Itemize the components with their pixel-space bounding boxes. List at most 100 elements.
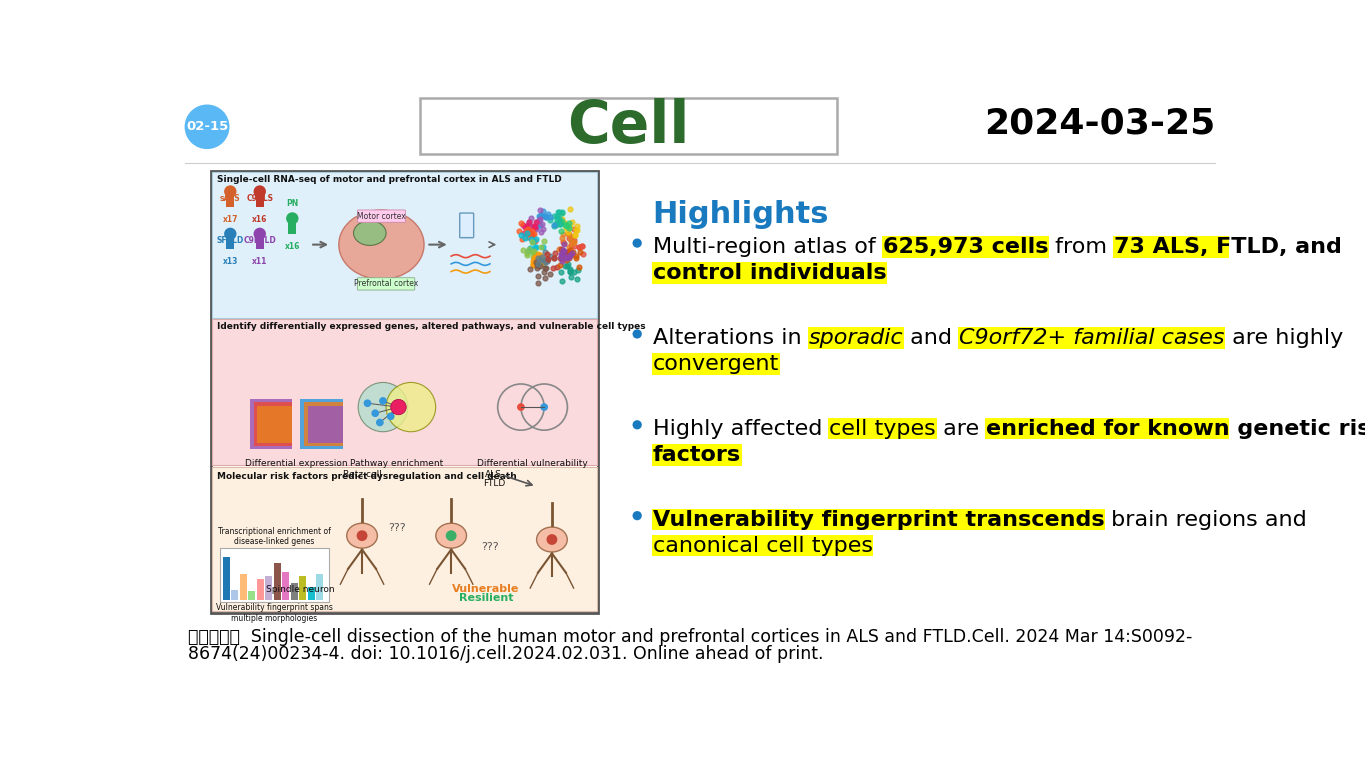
Point (558, 227, 580, 240)
Text: x13: x13 (222, 257, 238, 266)
Point (543, 252, 565, 264)
Point (524, 242, 546, 254)
Point (527, 259, 549, 271)
Point (557, 227, 579, 239)
Point (526, 216, 547, 228)
Point (526, 220, 547, 233)
Text: and: and (904, 328, 960, 348)
Point (558, 241, 580, 253)
Point (535, 262, 557, 274)
Point (551, 206, 573, 218)
Point (520, 227, 542, 240)
Text: Highlights: Highlights (652, 200, 829, 229)
Circle shape (363, 399, 371, 407)
Point (545, 217, 566, 229)
Circle shape (188, 108, 227, 146)
Point (527, 277, 549, 290)
Point (543, 252, 565, 264)
Point (565, 224, 587, 237)
Circle shape (199, 118, 216, 135)
Point (546, 261, 568, 273)
Point (557, 258, 579, 270)
Circle shape (379, 397, 386, 405)
Point (512, 218, 534, 230)
FancyBboxPatch shape (1114, 236, 1343, 258)
Point (520, 229, 542, 241)
Point (565, 250, 587, 262)
Point (539, 214, 561, 226)
Point (568, 240, 590, 253)
Circle shape (517, 403, 524, 411)
FancyBboxPatch shape (240, 574, 247, 600)
Point (550, 216, 572, 228)
Text: x16: x16 (285, 242, 300, 250)
Point (521, 236, 543, 248)
Text: factors: factors (652, 445, 741, 465)
FancyBboxPatch shape (258, 406, 292, 443)
Point (515, 220, 536, 233)
Point (561, 247, 583, 259)
FancyBboxPatch shape (307, 406, 343, 443)
Text: brain regions and: brain regions and (1104, 509, 1308, 529)
Point (527, 258, 549, 270)
Text: Differential vulnerability: Differential vulnerability (478, 458, 588, 468)
Circle shape (186, 106, 228, 147)
FancyBboxPatch shape (255, 233, 263, 250)
Point (561, 234, 583, 247)
Circle shape (199, 120, 214, 134)
Point (551, 249, 573, 261)
Point (554, 250, 576, 262)
Point (556, 251, 577, 263)
FancyBboxPatch shape (420, 98, 837, 154)
Point (532, 205, 554, 217)
Circle shape (195, 114, 220, 139)
Circle shape (371, 409, 379, 417)
FancyBboxPatch shape (255, 191, 263, 207)
Point (523, 250, 545, 263)
Circle shape (191, 111, 222, 143)
Point (551, 254, 573, 266)
Text: PN: PN (287, 199, 299, 207)
Point (558, 222, 580, 234)
FancyBboxPatch shape (212, 170, 598, 613)
Point (517, 245, 539, 257)
Point (517, 227, 539, 240)
Text: ???: ??? (480, 542, 498, 552)
Circle shape (186, 105, 229, 148)
Point (549, 260, 571, 272)
Point (534, 235, 556, 247)
FancyBboxPatch shape (652, 353, 779, 375)
Point (566, 273, 588, 285)
Point (549, 207, 571, 219)
FancyBboxPatch shape (986, 418, 1365, 439)
Point (564, 223, 586, 235)
Text: Multi-region atlas of: Multi-region atlas of (652, 237, 883, 257)
FancyBboxPatch shape (829, 418, 936, 439)
Point (517, 217, 539, 230)
Point (550, 248, 572, 260)
Point (536, 247, 558, 260)
FancyBboxPatch shape (317, 574, 324, 600)
Point (560, 235, 581, 247)
FancyBboxPatch shape (222, 558, 229, 600)
Point (543, 247, 565, 260)
Ellipse shape (347, 523, 377, 548)
Text: Single-cell RNA-seq of motor and prefrontal cortex in ALS and FTLD: Single-cell RNA-seq of motor and prefron… (217, 175, 562, 184)
FancyBboxPatch shape (652, 535, 874, 557)
Point (558, 249, 580, 261)
Point (557, 246, 579, 258)
Point (546, 210, 568, 222)
Point (571, 240, 592, 252)
Point (558, 266, 580, 278)
Point (550, 251, 572, 263)
Circle shape (194, 114, 220, 140)
Point (528, 260, 550, 272)
Point (560, 244, 581, 257)
Point (531, 252, 553, 264)
Text: SFTLD: SFTLD (217, 236, 244, 245)
Point (517, 223, 539, 235)
Circle shape (202, 122, 212, 131)
Point (512, 243, 534, 256)
Point (551, 227, 573, 240)
Point (557, 228, 579, 240)
